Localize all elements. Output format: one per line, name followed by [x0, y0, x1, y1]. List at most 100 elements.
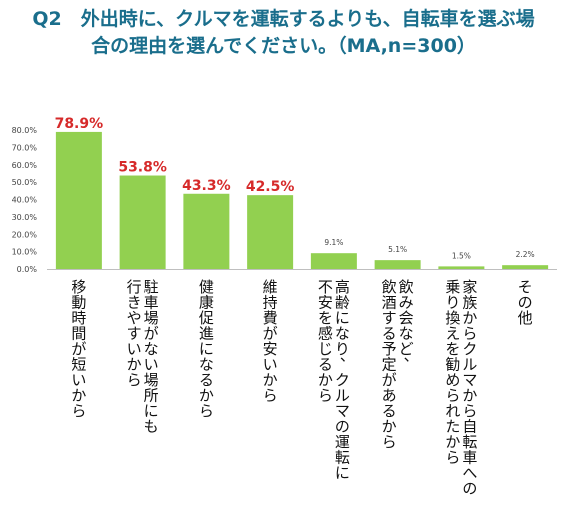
category-label-char: 会 — [399, 309, 414, 327]
category-label-char: な — [335, 325, 350, 343]
category-label-char: な — [199, 356, 214, 374]
category-label-char: 所 — [144, 387, 159, 405]
category-label-char: 自 — [462, 418, 477, 436]
category-label-char: 飲 — [399, 278, 414, 296]
category-label-char: な — [399, 325, 414, 343]
category-label-char: れ — [445, 402, 460, 420]
category-label-char: 費 — [263, 309, 278, 327]
category-label-char: 予 — [382, 340, 397, 358]
y-tick-label: 30.0% — [12, 213, 38, 222]
category-label-char: 転 — [335, 449, 350, 467]
category-label-char: マ — [462, 371, 477, 389]
bar — [55, 131, 102, 269]
category-label-char: 齢 — [335, 294, 350, 312]
chart-title-line-2: 合の理由を選んでください。（MA,n=300） — [91, 35, 476, 57]
category-label-char: る — [199, 371, 214, 389]
value-label: 5.1% — [388, 245, 407, 254]
category-label-char: 場 — [144, 371, 159, 389]
y-tick-label: 20.0% — [12, 230, 38, 239]
category-label-char: か — [263, 371, 278, 389]
category-label-char: き — [127, 294, 142, 312]
category-label-char: が — [144, 325, 159, 343]
category-label-char: に — [335, 309, 350, 327]
y-tick-label: 60.0% — [12, 161, 38, 170]
value-label: 42.5% — [246, 179, 295, 195]
category-label-char: ク — [335, 371, 350, 389]
category-label-char: 車 — [462, 449, 477, 467]
value-label: 1.5% — [452, 251, 471, 260]
category-label-char: 維 — [263, 278, 278, 296]
category-label-char: ら — [318, 387, 333, 405]
category-label-char: ク — [462, 340, 477, 358]
chart-title: Q2 外出時に、クルマを運転するよりも、自転車を選ぶ場 合の理由を選んでください… — [0, 6, 567, 60]
category-label-char: 不 — [318, 278, 333, 296]
y-tick-label: 80.0% — [12, 126, 38, 135]
value-label: 78.9% — [55, 116, 104, 132]
category-label-char: へ — [462, 464, 477, 482]
category-label-char: の — [462, 480, 477, 498]
category-label-char: ど — [399, 340, 414, 358]
bar — [183, 193, 230, 269]
chart-title-line-1: Q2 外出時に、クルマを運転するよりも、自転車を選ぶ場 — [32, 8, 535, 30]
y-tick-label: 10.0% — [12, 248, 38, 257]
category-label-char: ら — [445, 387, 460, 405]
category-label-char: 短 — [71, 356, 86, 374]
category-label-char: い — [127, 340, 142, 358]
category-label-char: や — [127, 309, 142, 327]
category-label-char: た — [445, 418, 460, 436]
category-label-char: 健 — [199, 278, 214, 296]
category-label-char: そ — [518, 278, 533, 296]
category-label-char: る — [318, 356, 333, 374]
category-label-char: ル — [462, 356, 477, 374]
y-tick-label: 50.0% — [12, 178, 38, 187]
value-labels: 78.9% 53.8% 43.3% 42.5% 9.1% 5.1% 1.5% 2.2% — [55, 116, 535, 260]
category-label-char: す — [382, 309, 397, 327]
category-label-char: 、 — [404, 347, 419, 365]
category-label-char: ら — [445, 449, 460, 467]
category-label-char: 定 — [382, 356, 397, 374]
category-label-char: か — [462, 309, 477, 327]
category-label-char: 運 — [335, 433, 350, 451]
category-label-char: 飲 — [382, 278, 397, 296]
category-label-char: み — [399, 294, 414, 312]
category-label-char: い — [71, 371, 86, 389]
category-label-char: ル — [335, 387, 350, 405]
category-label-char: 行 — [127, 278, 142, 296]
category-label-char: 安 — [263, 340, 278, 358]
category-label-char: 安 — [318, 294, 333, 312]
category-label-char: り — [445, 294, 460, 312]
category-label-char: も — [144, 418, 159, 436]
category-label-char: ら — [462, 402, 477, 420]
bar — [310, 253, 357, 269]
category-label-char: え — [445, 325, 460, 343]
category-label-char: な — [144, 340, 159, 358]
category-label-char: か — [71, 387, 86, 405]
category-label-char: か — [382, 418, 397, 436]
value-label: 43.3% — [182, 178, 231, 194]
category-label-char: が — [382, 371, 397, 389]
bar — [119, 175, 166, 269]
category-label-char: す — [127, 325, 142, 343]
category-label-char: ら — [127, 371, 142, 389]
category-label-char: め — [445, 371, 460, 389]
bars — [55, 131, 549, 269]
bar — [502, 265, 549, 269]
category-label-char: 感 — [318, 325, 333, 343]
y-tick-label: 0.0% — [17, 265, 38, 274]
category-label-char: ら — [382, 433, 397, 451]
category-label-char: が — [71, 340, 86, 358]
category-label-char: じ — [318, 340, 333, 358]
category-label-char: 換 — [445, 309, 460, 327]
category-label-char: い — [144, 356, 159, 374]
category-label-char: る — [382, 325, 397, 343]
category-label-char: に — [335, 464, 350, 482]
bar — [247, 195, 294, 269]
category-label-char: ら — [263, 387, 278, 405]
y-axis: 0.0% 10.0% 20.0% 30.0% 40.0% 50.0% 60.0% 70.0% 8… — [12, 126, 557, 274]
category-label-char: 時 — [71, 309, 86, 327]
category-label-char: 促 — [199, 309, 214, 327]
category-label-char: ら — [71, 402, 86, 420]
category-label-char: 間 — [71, 325, 86, 343]
category-label-char: 進 — [199, 325, 214, 343]
y-tick-label: 70.0% — [12, 143, 38, 152]
